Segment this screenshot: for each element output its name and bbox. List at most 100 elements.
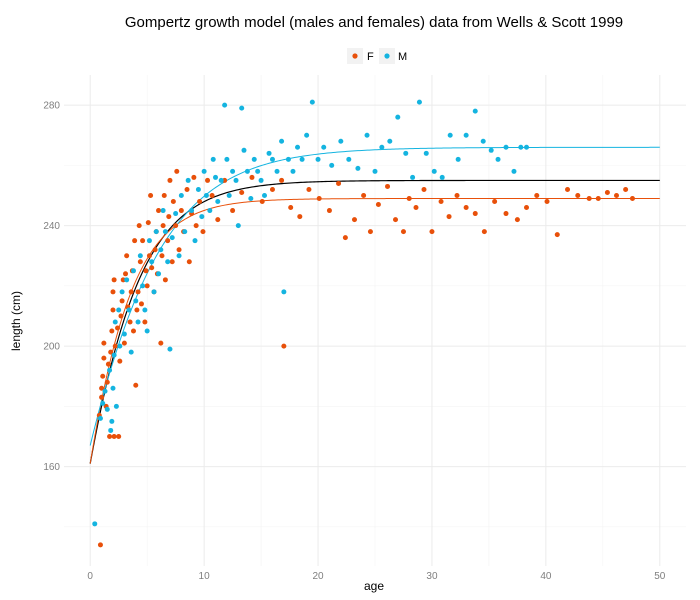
- point-m: [321, 144, 327, 150]
- x-tick-label: 0: [87, 571, 93, 582]
- point-f: [101, 355, 107, 361]
- legend-marker-f: [352, 53, 358, 59]
- point-f: [162, 277, 168, 283]
- point-m: [113, 403, 119, 409]
- x-tick-label: 30: [426, 571, 438, 582]
- point-m: [262, 192, 267, 198]
- point-f: [156, 208, 162, 214]
- point-f: [173, 223, 179, 229]
- point-f: [116, 433, 122, 439]
- point-f: [115, 325, 121, 331]
- point-m: [111, 352, 117, 358]
- point-m: [130, 268, 136, 274]
- y-tick-label: 160: [43, 462, 60, 473]
- x-axis-title: age: [364, 579, 384, 593]
- point-m: [222, 102, 228, 108]
- point-m: [116, 307, 122, 313]
- point-f: [174, 168, 180, 174]
- fitted-curve-m: [89, 146, 660, 446]
- point-m: [423, 150, 429, 156]
- point-f: [184, 186, 190, 192]
- point-f: [193, 223, 199, 229]
- point-m: [215, 199, 221, 205]
- point-m: [213, 174, 219, 180]
- tick-labels: 0 10 20 30 40 50 160 200 240 280: [43, 101, 665, 582]
- point-f: [191, 174, 197, 180]
- point-m: [100, 400, 106, 406]
- point-m: [447, 132, 453, 138]
- point-f: [120, 277, 126, 283]
- point-m: [149, 259, 155, 265]
- point-f: [316, 196, 322, 201]
- point-m: [244, 168, 250, 174]
- point-m: [355, 165, 361, 171]
- point-f: [152, 247, 158, 253]
- point-m: [338, 138, 344, 144]
- point-f: [149, 265, 155, 271]
- point-m: [488, 147, 494, 153]
- point-f: [158, 340, 164, 346]
- point-f: [524, 205, 530, 211]
- point-m: [248, 196, 254, 201]
- point-m: [281, 289, 287, 295]
- point-f: [197, 199, 203, 205]
- point-f: [118, 313, 124, 319]
- x-tick-label: 10: [199, 571, 211, 582]
- point-f: [133, 382, 139, 388]
- point-f: [629, 196, 635, 201]
- point-m: [189, 208, 195, 214]
- point-m: [140, 283, 146, 289]
- point-f: [135, 289, 141, 295]
- point-f: [97, 542, 103, 548]
- point-m: [480, 138, 486, 144]
- point-m: [207, 208, 213, 214]
- point-f: [136, 223, 142, 229]
- point-m: [144, 328, 150, 334]
- point-m: [315, 156, 321, 162]
- point-m: [108, 427, 114, 433]
- point-m: [266, 150, 272, 156]
- point-m: [92, 521, 98, 527]
- point-m: [173, 211, 179, 217]
- point-f: [159, 253, 165, 259]
- point-m: [104, 406, 110, 412]
- point-f: [110, 289, 116, 295]
- point-m: [203, 192, 209, 198]
- point-f: [166, 214, 172, 220]
- point-m: [455, 156, 461, 162]
- point-m: [395, 114, 401, 120]
- point-m: [233, 177, 239, 183]
- point-f: [281, 343, 287, 349]
- point-f: [326, 208, 332, 214]
- point-f: [130, 328, 136, 334]
- point-m: [201, 168, 207, 174]
- point-m: [511, 168, 517, 174]
- point-f: [167, 177, 173, 183]
- point-m: [135, 319, 141, 325]
- point-f: [108, 349, 114, 355]
- point-m: [463, 132, 469, 138]
- point-m: [258, 177, 264, 183]
- point-f: [200, 229, 206, 235]
- point-f: [575, 192, 581, 198]
- point-f: [222, 177, 228, 183]
- point-f: [614, 192, 620, 198]
- point-m: [304, 132, 310, 138]
- point-f: [492, 199, 498, 205]
- point-m: [185, 177, 191, 183]
- point-f: [279, 177, 285, 183]
- chart-title: Gompertz growth model (males and females…: [125, 14, 623, 31]
- point-m: [524, 144, 530, 150]
- point-f: [429, 229, 435, 235]
- point-f: [623, 186, 629, 192]
- point-f: [128, 289, 134, 295]
- point-m: [346, 156, 352, 162]
- x-tick-label: 40: [540, 571, 552, 582]
- point-f: [342, 235, 348, 241]
- point-m: [192, 238, 198, 244]
- point-f: [463, 205, 469, 211]
- point-m: [199, 214, 205, 220]
- point-m: [251, 156, 257, 162]
- point-f: [514, 217, 520, 223]
